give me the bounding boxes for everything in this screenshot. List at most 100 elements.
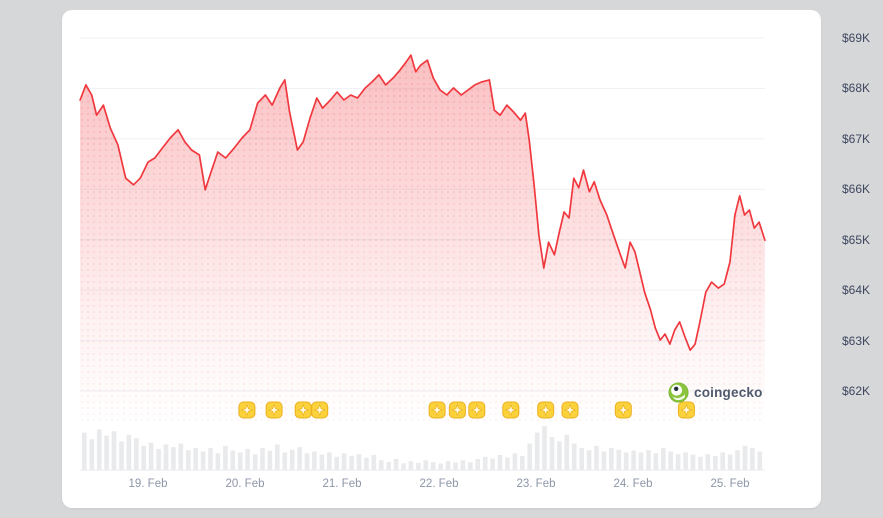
- sparkle-star: [267, 403, 281, 417]
- volume-bar: [111, 431, 117, 470]
- volume-bar: [490, 458, 495, 470]
- volume-bar: [82, 432, 87, 470]
- volume-bar: [408, 461, 414, 470]
- x-axis-label: 21. Feb: [322, 478, 362, 490]
- y-axis-label: $66K: [842, 182, 871, 197]
- volume-bar: [631, 450, 636, 470]
- sparkle-star: [470, 403, 484, 417]
- volume-bar: [267, 450, 273, 470]
- event-sparkle-icon[interactable]: [561, 401, 579, 419]
- volume-bar: [334, 456, 339, 470]
- volume-bar: [96, 429, 102, 470]
- x-axis-label: 23. Feb: [516, 478, 556, 490]
- y-axis-label: $68K: [842, 81, 871, 96]
- volume-bar: [571, 443, 577, 470]
- volume-bar: [364, 457, 369, 470]
- volume-bar: [675, 454, 681, 470]
- volume-bar: [557, 441, 562, 470]
- volume-bar: [698, 456, 703, 470]
- volume-bar: [742, 445, 748, 470]
- volume-bar: [230, 450, 236, 470]
- y-axis-label: $64K: [842, 283, 871, 298]
- y-axis-label: $67K: [842, 131, 871, 146]
- volume-bar: [252, 454, 258, 470]
- volume-bar: [393, 459, 399, 470]
- sparkle-star: [313, 403, 326, 417]
- volume-bar: [594, 445, 599, 470]
- volume-bar: [542, 426, 547, 470]
- chart-card: 19. Feb 20. Feb 21. Feb 22. Feb 23. Feb 24. F…: [62, 10, 821, 508]
- volume-bar: [289, 449, 295, 470]
- volume-bar: [312, 451, 317, 470]
- volume-bar: [705, 454, 711, 470]
- volume-bar: [319, 454, 325, 470]
- event-sparkle-icon[interactable]: [448, 401, 466, 419]
- volume-bar: [386, 462, 391, 470]
- volume-bar: [371, 455, 377, 470]
- volume-bar: [727, 454, 733, 470]
- volume-bar: [200, 451, 206, 470]
- sparkle-star: [563, 403, 577, 417]
- event-sparkle-icon[interactable]: [614, 401, 632, 419]
- gecko-icon: [668, 382, 689, 403]
- volume-bar: [275, 444, 280, 470]
- volume-bar: [237, 452, 243, 470]
- sparkle-star: [451, 403, 464, 417]
- volume-bar: [193, 448, 198, 470]
- volume-bar: [119, 441, 124, 470]
- volume-bar: [416, 463, 421, 470]
- volume-bar: [683, 452, 688, 470]
- x-axis-label: 24. Feb: [613, 478, 653, 490]
- volume-bar: [260, 448, 265, 470]
- volume-bar: [171, 447, 176, 470]
- volume-bar: [438, 463, 443, 470]
- volume-bar: [186, 450, 191, 470]
- volume-bar: [750, 448, 755, 470]
- y-axis-label: $63K: [842, 333, 871, 348]
- volume-bar: [304, 453, 310, 470]
- volume-bar: [104, 435, 109, 470]
- volume-bar: [401, 463, 406, 470]
- event-sparkle-icon[interactable]: [428, 401, 446, 419]
- x-axis-label: 20. Feb: [225, 478, 265, 490]
- volume-bar: [579, 448, 584, 470]
- event-sparkle-icon[interactable]: [677, 401, 695, 419]
- x-axis-label: 25. Feb: [710, 478, 750, 490]
- volume-bar: [453, 462, 458, 470]
- event-sparkle-icon[interactable]: [537, 401, 555, 419]
- volume-bar: [475, 459, 480, 470]
- volume-bar: [616, 449, 622, 470]
- sparkle-star: [539, 403, 552, 417]
- event-sparkle-icon[interactable]: [468, 401, 486, 419]
- sparkle-star: [504, 403, 518, 417]
- price-chart-svg[interactable]: [62, 10, 821, 508]
- volume-bar: [430, 462, 436, 470]
- volume-bar: [646, 450, 651, 470]
- x-axis-label: 19. Feb: [128, 478, 168, 490]
- volume-bar: [445, 461, 451, 470]
- sparkle-star: [240, 403, 254, 417]
- volume-bar: [245, 448, 250, 470]
- event-sparkle-icon[interactable]: [265, 401, 283, 419]
- event-sparkle-icon[interactable]: [294, 401, 312, 419]
- volume-bar: [156, 448, 161, 470]
- volume-bar: [148, 442, 154, 470]
- event-sparkle-icon[interactable]: [311, 401, 329, 419]
- volume-bar: [757, 451, 763, 470]
- volume-bar: [282, 452, 288, 470]
- volume-bar: [141, 445, 146, 470]
- volume-bar: [482, 456, 488, 470]
- event-sparkle-icon[interactable]: [502, 401, 520, 419]
- volume-bar: [378, 460, 384, 470]
- event-sparkle-icon[interactable]: [238, 401, 256, 419]
- volume-bar: [690, 454, 696, 470]
- sparkle-star: [430, 403, 444, 417]
- volume-bar: [208, 448, 213, 470]
- volume-bar: [460, 460, 466, 470]
- volume-bar: [520, 455, 525, 470]
- volume-bar: [297, 447, 302, 470]
- volume-bar: [661, 448, 666, 470]
- volume-bar: [527, 443, 532, 470]
- volume-bar: [601, 451, 607, 470]
- x-axis-label: 22. Feb: [419, 478, 459, 490]
